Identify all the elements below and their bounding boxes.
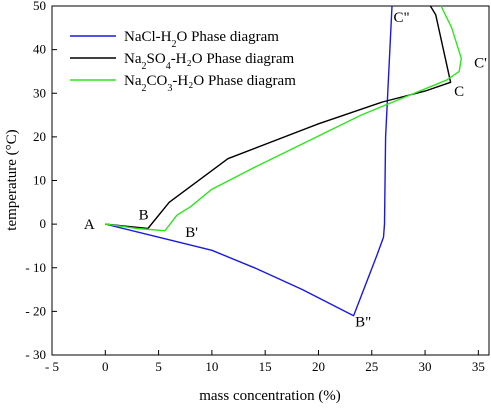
series-line-nacl xyxy=(105,5,393,317)
point-labels: A B B' B" C C' C" xyxy=(84,10,487,331)
legend-text-part: Na xyxy=(124,73,142,89)
legend-label-nacl: NaCl-H2O Phase diagram xyxy=(124,29,279,50)
legend-text-part: -H₂O Phase diagram xyxy=(171,51,295,67)
x-tick-label: 10 xyxy=(205,359,218,374)
series-line-na2so4 xyxy=(105,5,452,230)
x-tick-label: 5 xyxy=(155,359,162,374)
y-tick-label: 40 xyxy=(33,42,46,57)
plot-area: - 5 0 5 10 15 20 25 30 35 - 30 - 20 - 10 0 10 20 30 40 50… xyxy=(25,0,490,374)
legend-text-part: Na xyxy=(124,51,142,67)
series-line-na2co3 xyxy=(105,5,462,232)
axis-ticks: - 5 0 5 10 15 20 25 30 35 - 30 - 20 - 10 0 10 20 30 40 50 xyxy=(25,0,484,374)
x-tick-label: 15 xyxy=(259,359,272,374)
legend-subscript: 4 xyxy=(166,61,171,72)
legend-label-na2co3: Na2CO3-H₂O Phase diagram xyxy=(124,73,296,94)
y-tick-label: 10 xyxy=(33,173,46,188)
x-tick-label: 35 xyxy=(472,359,485,374)
legend-subscript: 2 xyxy=(142,61,147,72)
y-tick-label: 0 xyxy=(40,216,47,231)
point-label: B' xyxy=(185,225,198,241)
series-group xyxy=(105,5,462,317)
y-tick-label: 20 xyxy=(33,129,46,144)
x-tick-label: 20 xyxy=(312,359,325,374)
y-tick-label: - 30 xyxy=(25,347,46,362)
legend-subscript: 3 xyxy=(167,83,172,94)
y-tick-label: 50 xyxy=(33,0,46,13)
point-label: C" xyxy=(394,10,410,26)
y-tick-label: - 10 xyxy=(25,260,46,275)
legend-subscript: 2 xyxy=(172,39,177,50)
point-label: B xyxy=(139,208,149,224)
legend-text-part: CO xyxy=(147,73,168,89)
x-tick-label: - 5 xyxy=(45,359,59,374)
legend-subscript: 2 xyxy=(142,83,147,94)
x-tick-label: 25 xyxy=(365,359,378,374)
x-axis-title: mass concentration (%) xyxy=(199,388,341,404)
legend-label-na2so4: Na2SO4-H₂O Phase diagram xyxy=(124,51,295,72)
point-label: B" xyxy=(355,314,371,330)
y-tick-label: - 20 xyxy=(25,303,46,318)
point-label: C xyxy=(454,84,464,100)
legend-text-part: O Phase diagram xyxy=(177,29,280,45)
y-axis-title: temperature (°C) xyxy=(4,129,20,230)
point-label: A xyxy=(84,217,95,233)
legend-text-part: -H₂O Phase diagram xyxy=(172,73,296,89)
point-label: C' xyxy=(474,56,487,72)
legend-text-part: SO xyxy=(147,51,166,67)
x-tick-label: 0 xyxy=(102,359,109,374)
legend-text-part: NaCl-H xyxy=(124,29,172,45)
y-tick-label: 30 xyxy=(33,85,46,100)
x-tick-label: 30 xyxy=(419,359,432,374)
